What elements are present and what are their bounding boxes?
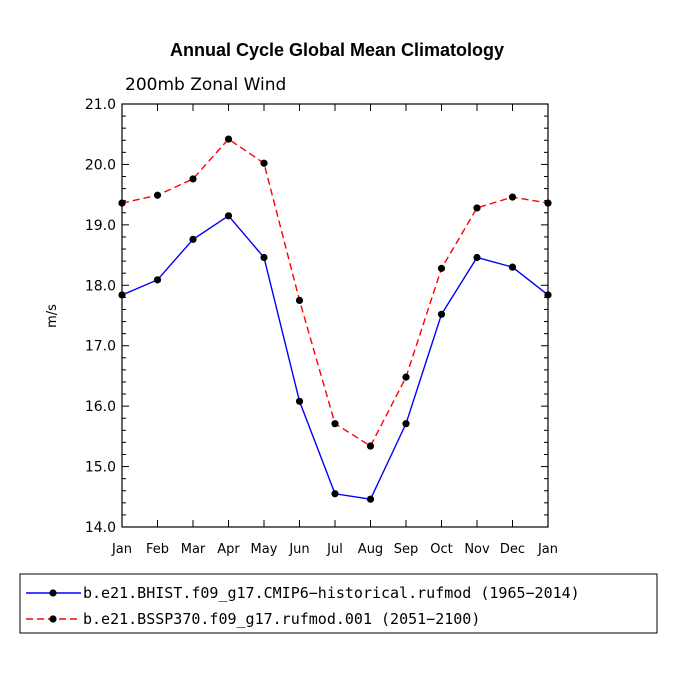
- axis-ticks: 14.0 15.0 16.0 17.0 18.0 19.0 20.0 21.0 Jan Feb Ma…: [85, 97, 558, 557]
- y-tick-label: 21.0: [85, 97, 116, 113]
- series-line-1: [121, 138, 549, 448]
- data-point: [473, 204, 481, 212]
- data-point: [189, 175, 197, 183]
- x-tick-label: Jun: [288, 542, 309, 557]
- x-tick-label: Feb: [146, 542, 169, 557]
- series-line-0: [121, 214, 549, 500]
- chart-title: Annual Cycle Global Mean Climatology: [170, 40, 504, 60]
- data-point: [331, 490, 339, 498]
- data-point: [295, 296, 304, 304]
- data-point: [402, 420, 410, 428]
- legend-marker-1: [49, 615, 57, 623]
- x-tick-label: Aug: [358, 542, 383, 557]
- x-tick-label: Mar: [181, 542, 206, 557]
- data-point: [153, 191, 162, 199]
- data-point: [224, 212, 233, 220]
- y-tick-label: 19.0: [85, 218, 116, 234]
- data-point: [153, 276, 162, 284]
- legend: [19, 573, 658, 634]
- y-tick-label: 15.0: [85, 460, 116, 476]
- data-point: [331, 420, 339, 428]
- x-tick-label: May: [251, 542, 278, 557]
- data-point: [402, 373, 410, 381]
- legend-marker-0: [49, 589, 57, 597]
- plot-frame: [121, 103, 549, 528]
- data-point: [189, 235, 197, 243]
- data-point: [260, 253, 268, 262]
- data-point: [118, 199, 126, 207]
- x-tick-label: Apr: [217, 542, 240, 557]
- x-tick-label: Dec: [500, 542, 525, 557]
- data-point: [544, 199, 552, 207]
- chart-subtitle: 200mb Zonal Wind: [125, 75, 286, 95]
- data-point: [544, 291, 552, 299]
- x-tick-label: Jan: [537, 542, 558, 557]
- x-tick-label: Nov: [464, 542, 490, 557]
- y-tick-label: 14.0: [85, 520, 116, 536]
- data-point: [366, 442, 375, 450]
- data-point: [508, 193, 517, 201]
- data-point: [508, 263, 517, 271]
- data-point: [260, 159, 268, 167]
- series-layer: [118, 135, 552, 503]
- data-point: [366, 495, 375, 503]
- legend-label-0: b.e21.BHIST.f09_g17.CMIP6−historical.ruf…: [83, 584, 580, 602]
- x-tick-label: Jul: [326, 542, 343, 557]
- y-tick-label: 16.0: [85, 399, 116, 415]
- y-tick-label: 17.0: [85, 339, 116, 355]
- data-point: [473, 253, 481, 262]
- data-point: [224, 135, 233, 143]
- data-point: [437, 310, 446, 318]
- legend-items: b.e21.BHIST.f09_g17.CMIP6−historical.ruf…: [26, 584, 580, 628]
- x-tick-label: Jan: [111, 542, 132, 557]
- legend-label-1: b.e21.BSSP370.f09_g17.rufmod.001 (2051−2…: [83, 610, 480, 628]
- data-point: [437, 264, 446, 272]
- y-axis-label: m/s: [45, 304, 60, 328]
- data-point: [118, 291, 126, 299]
- y-tick-label: 18.0: [85, 278, 116, 294]
- x-tick-label: Sep: [394, 542, 419, 557]
- y-tick-label: 20.0: [85, 157, 116, 173]
- x-tick-label: Oct: [430, 542, 452, 557]
- data-point: [295, 397, 304, 405]
